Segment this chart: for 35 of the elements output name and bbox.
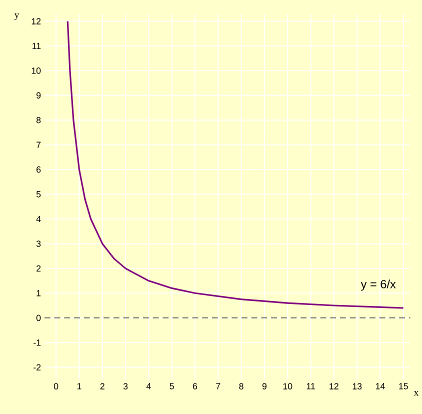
y-axis-title: y (14, 13, 20, 20)
series-label: y = 6/x (360, 280, 396, 291)
y-tick-label: 8 (36, 116, 41, 124)
x-tick-label: 10 (283, 383, 292, 390)
x-tick-label: 11 (306, 383, 315, 390)
line-series (66, 20, 404, 309)
x-tick-label: 1 (77, 383, 82, 390)
y-tick-label: -1 (34, 339, 41, 346)
x-tick-label: 14 (376, 383, 385, 390)
y-tick-label: 9 (36, 92, 41, 98)
x-tick-label: 8 (239, 383, 244, 390)
y-tick-label: 3 (36, 240, 41, 247)
y-tick-label: 2 (36, 265, 41, 272)
x-tick-label: 0 (54, 383, 58, 390)
y-tick-label: 4 (36, 216, 41, 222)
x-tick-label: 12 (330, 383, 338, 390)
x-tick-label: 7 (216, 383, 220, 390)
y-tick-label: 12 (32, 18, 41, 24)
y-tick-label: 6 (36, 166, 41, 173)
x-tick-label: 3 (123, 383, 128, 390)
x-tick-label: 15 (399, 383, 408, 390)
y-tick-label: 5 (36, 191, 41, 198)
x-tick-label: 13 (352, 383, 362, 390)
x-tick-label: 4 (146, 383, 151, 390)
y-tick-label: 0 (36, 314, 41, 321)
y-tick-label: 1 (36, 290, 41, 296)
x-tick-label: 5 (170, 383, 174, 390)
y-tick-label: 7 (36, 142, 41, 148)
y-tick-label: 11 (32, 42, 41, 49)
x-tick-label: 9 (262, 383, 266, 390)
y-tick-label: -2 (34, 364, 41, 370)
y-tick-label: 10 (32, 67, 41, 74)
x-axis-title: x (414, 390, 419, 396)
x-tick-label: 2 (100, 383, 104, 390)
x-tick-label: 6 (192, 383, 198, 390)
